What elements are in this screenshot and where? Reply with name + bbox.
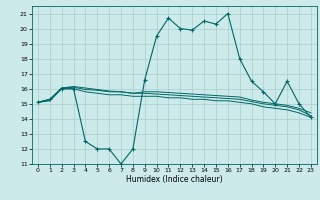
- X-axis label: Humidex (Indice chaleur): Humidex (Indice chaleur): [126, 175, 223, 184]
